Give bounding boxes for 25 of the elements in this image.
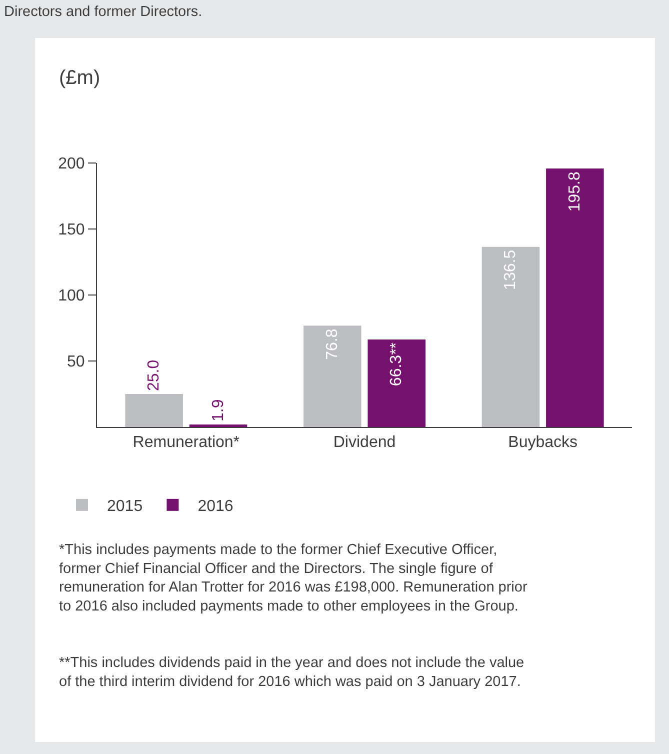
y-tick-label: 50 bbox=[67, 354, 85, 371]
x-tick-label: Remuneration* bbox=[132, 434, 240, 452]
y-tick-label: 100 bbox=[58, 288, 85, 305]
text: *This includes payments made to the former Chief Executive Officer, former Chief Financial Officer and the Directors. The single figure of remuneration for Alan Trotter for 2016 was £198,000. Remuneration prior to 2016 also included payments made to other employees in the Group. bbox=[59, 542, 528, 615]
y-tick-label: 200 bbox=[58, 156, 85, 173]
data-label: 76.8 bbox=[324, 328, 341, 360]
x-tick-label: Dividend bbox=[333, 434, 396, 452]
text: Directors and former Directors. bbox=[4, 4, 202, 20]
bar bbox=[189, 424, 248, 427]
data-label: 25.0 bbox=[146, 360, 163, 391]
bar bbox=[125, 394, 183, 427]
bar bbox=[546, 168, 604, 427]
legend-label: 2016 bbox=[198, 498, 234, 516]
data-label: 66.3** bbox=[388, 342, 406, 386]
x-tick-label: Buybacks bbox=[508, 434, 578, 452]
data-label: 195.8 bbox=[566, 172, 584, 212]
bar bbox=[368, 339, 426, 427]
data-label: 1.9 bbox=[210, 399, 227, 422]
bar bbox=[482, 246, 540, 427]
text: **This includes dividends paid in the year and does not include the value of the third interim dividend for 2016 which was paid on 3 January 2017. bbox=[59, 655, 524, 690]
legend-label: 2015 bbox=[107, 498, 143, 516]
bar bbox=[304, 326, 362, 427]
y-tick-label: 150 bbox=[58, 222, 85, 239]
data-label: 136.5 bbox=[502, 250, 520, 290]
y-axis-title: (£m) bbox=[59, 67, 100, 89]
